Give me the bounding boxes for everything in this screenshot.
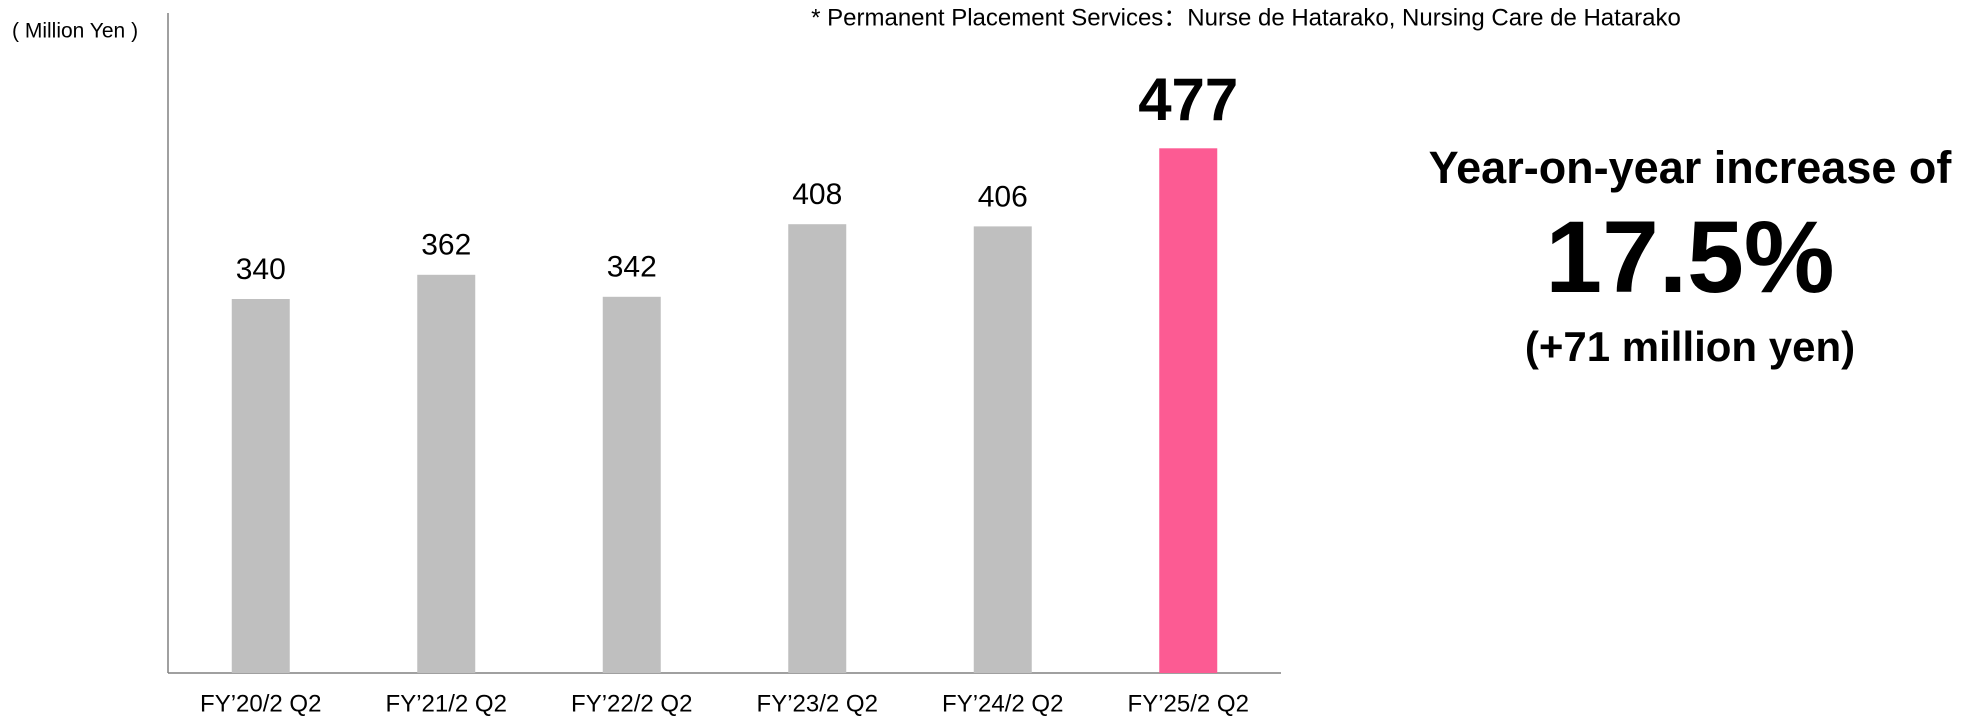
data-label: 406 <box>978 180 1028 213</box>
data-label: 340 <box>236 253 286 286</box>
data-label: 362 <box>421 229 471 262</box>
x-tick-label: FY’21/2 Q2 <box>386 690 507 717</box>
x-tick-label: FY’25/2 Q2 <box>1128 690 1249 717</box>
annotation-value: 17.5% <box>1545 200 1834 314</box>
x-tick-label: FY’24/2 Q2 <box>942 690 1063 717</box>
bar <box>602 296 661 673</box>
annotation: Year-on-year increase of <box>1429 142 1953 193</box>
note: * Permanent Placement Services：Nurse de … <box>811 4 1681 31</box>
x-tick-label: FY’22/2 Q2 <box>571 690 692 717</box>
x-tick-label: FY’20/2 Q2 <box>200 690 321 717</box>
annotation-detail: (+71 million yen) <box>1525 323 1855 370</box>
y-axis-label: ( Million Yen ) <box>12 20 138 43</box>
x-tick-label: FY’23/2 Q2 <box>757 690 878 717</box>
bar <box>1159 148 1218 674</box>
data-label: 408 <box>792 178 842 211</box>
bar <box>788 224 847 673</box>
bar <box>231 299 290 673</box>
bar <box>973 226 1032 673</box>
data-label: 342 <box>607 251 657 284</box>
data-label: 477 <box>1138 66 1238 133</box>
bar <box>417 274 476 673</box>
